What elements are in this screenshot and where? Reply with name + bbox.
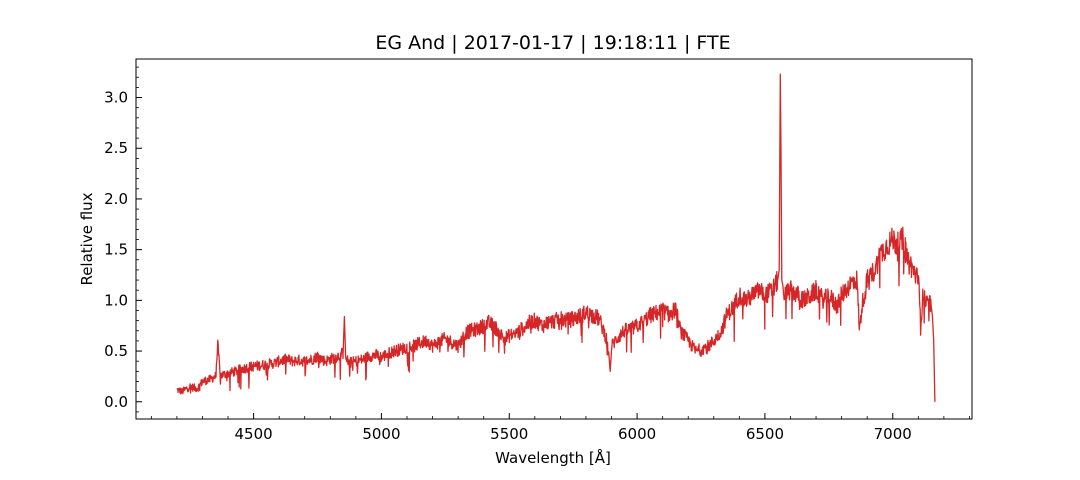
x-tick-label: 7000 [874, 425, 912, 443]
y-tick-label: 2.0 [104, 190, 128, 208]
x-tick-label: 5500 [490, 425, 528, 443]
x-tick-label: 4500 [235, 425, 273, 443]
y-tick-label: 1.5 [104, 241, 128, 259]
x-axis-label: Wavelength [Å] [495, 448, 611, 467]
y-tick-label: 1.0 [104, 291, 128, 309]
y-tick-label: 0.5 [104, 342, 128, 360]
y-tick-label: 2.5 [104, 139, 128, 157]
chart-title: EG And | 2017-01-17 | 19:18:11 | FTE [375, 32, 730, 54]
y-axis-label: Relative flux [78, 192, 96, 285]
plot-area [176, 73, 936, 402]
x-tick-label: 5000 [362, 425, 400, 443]
plot-frame [135, 58, 973, 420]
axis-ticks: 4500 5000 5500 6000 6500 7000 0.0 0.5 1.0 1.5 2.0 2… [104, 66, 970, 443]
y-tick-label: 3.0 [104, 89, 128, 107]
x-tick-label: 6500 [746, 425, 784, 443]
x-tick-label: 6000 [618, 425, 656, 443]
y-tick-label: 0.0 [104, 393, 128, 411]
spectrum-line [176, 73, 936, 402]
